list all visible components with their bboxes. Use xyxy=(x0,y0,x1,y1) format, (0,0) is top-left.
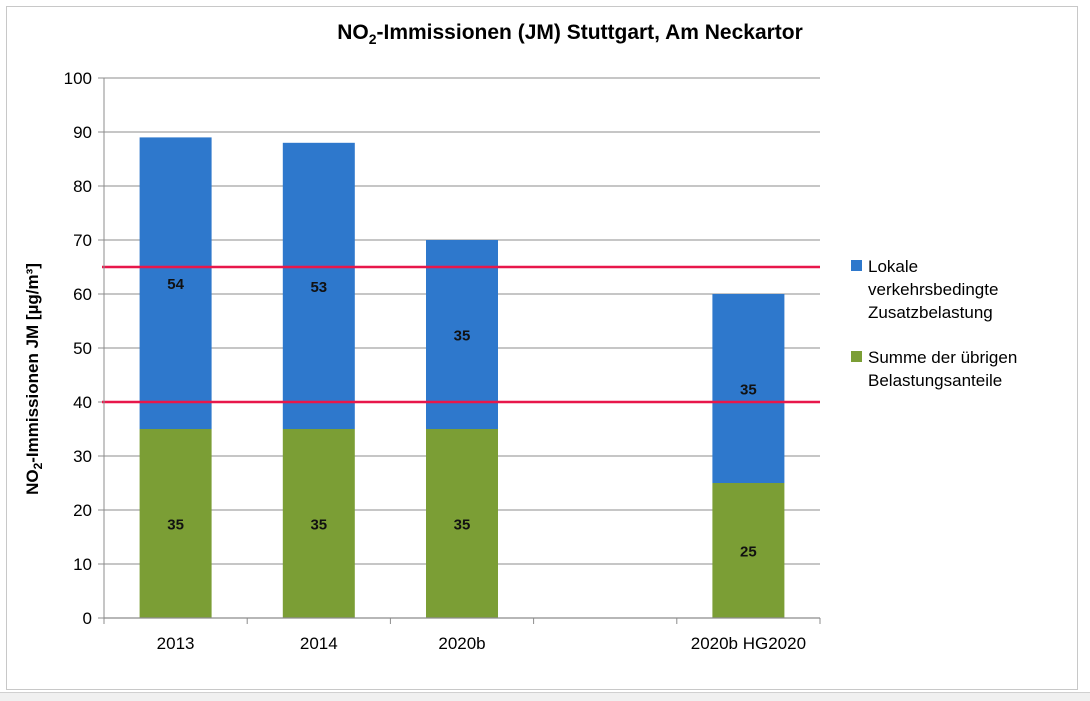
bar-segment xyxy=(426,429,498,618)
data-label: 35 xyxy=(454,328,471,345)
legend-label: Summe der übrigen xyxy=(868,348,1017,367)
bar-segment xyxy=(712,294,785,483)
data-label: 35 xyxy=(310,517,327,534)
y-axis-label: NO2-Immissionen JM [µg/m³] xyxy=(23,263,45,495)
legend-label: Belastungsanteile xyxy=(868,371,1002,390)
y-tick-label: 10 xyxy=(73,555,92,574)
data-label: 35 xyxy=(454,517,471,534)
y-tick-label: 80 xyxy=(73,177,92,196)
data-labels: 35 54 35 53 35 35 25 35 xyxy=(167,276,756,560)
axes xyxy=(103,78,820,619)
chart-title: NO2-Immissionen (JM) Stuttgart, Am Necka… xyxy=(337,21,803,47)
bar-segment xyxy=(282,429,355,618)
legend-label: verkehrsbedingte xyxy=(868,280,998,299)
bar-segment xyxy=(139,429,212,618)
bar-segment xyxy=(282,142,355,430)
x-axis-ticks: 2013 2014 2020b 2020b HG2020 xyxy=(103,618,821,653)
legend-swatch xyxy=(851,351,862,362)
y-tick-label: 70 xyxy=(73,231,92,250)
data-label: 53 xyxy=(310,279,327,296)
legend-label: Lokale xyxy=(868,257,918,276)
bar-segment xyxy=(712,483,785,618)
x-tick-label: 2014 xyxy=(300,634,338,653)
data-label: 54 xyxy=(167,276,184,293)
y-tick-label: 40 xyxy=(73,393,92,412)
y-axis-ticks: 0 10 20 30 40 50 60 70 80 90 100 xyxy=(64,69,104,628)
bar-segment xyxy=(139,137,212,429)
bar-segment xyxy=(426,240,498,429)
x-tick-label: 2020b xyxy=(438,634,485,653)
legend-label: Zusatzbelastung xyxy=(868,303,993,322)
bars xyxy=(139,137,785,618)
x-tick-label: 2020b HG2020 xyxy=(691,634,806,653)
y-tick-label: 60 xyxy=(73,285,92,304)
reference-lines xyxy=(102,265,820,404)
y-tick-label: 100 xyxy=(64,69,92,88)
y-tick-label: 0 xyxy=(83,609,92,628)
legend-swatch xyxy=(851,260,862,271)
y-tick-label: 30 xyxy=(73,447,92,466)
data-label: 35 xyxy=(167,517,184,534)
y-tick-label: 90 xyxy=(73,123,92,142)
y-tick-label: 50 xyxy=(73,339,92,358)
y-tick-label: 20 xyxy=(73,501,92,520)
x-tick-label: 2013 xyxy=(157,634,195,653)
data-label: 35 xyxy=(740,382,757,399)
window-bottom-strip xyxy=(0,692,1090,701)
legend: Lokale verkehrsbedingte Zusatzbelastung Sum… xyxy=(851,257,1017,390)
data-label: 25 xyxy=(740,544,757,561)
